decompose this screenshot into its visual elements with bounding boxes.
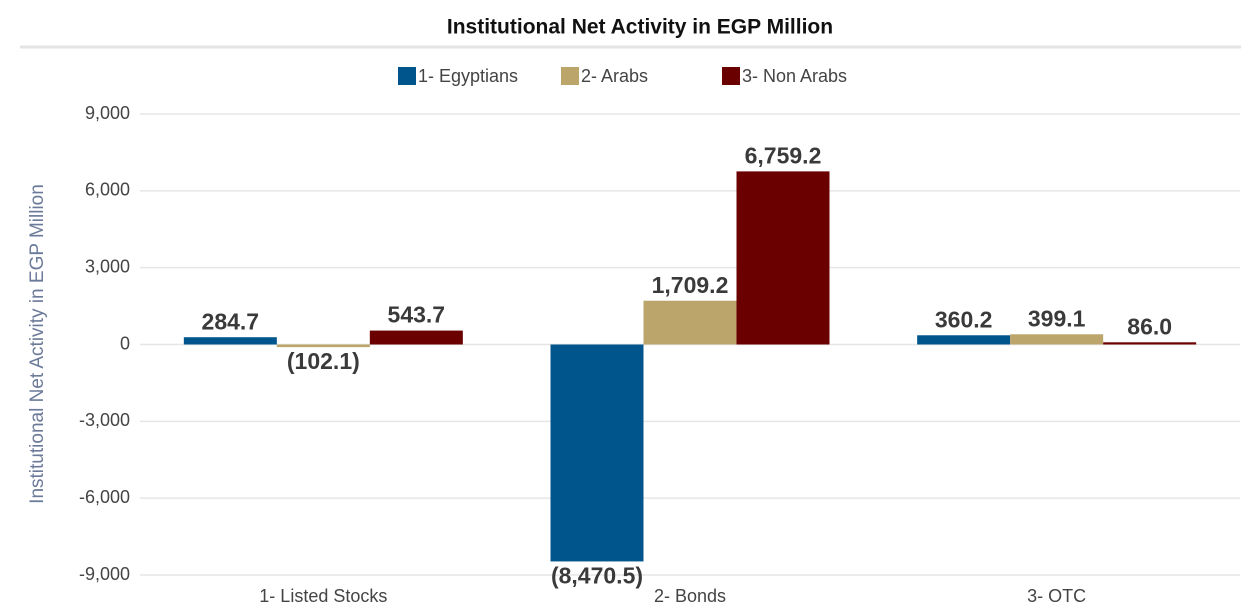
bar bbox=[1010, 334, 1104, 345]
data-label: 86.0 bbox=[1127, 313, 1172, 339]
data-label: 399.1 bbox=[1028, 305, 1086, 331]
x-tick-label: 1- Listed Stocks bbox=[259, 586, 387, 606]
y-tick-label: 3,000 bbox=[85, 256, 130, 276]
y-tick-label: 0 bbox=[120, 333, 130, 353]
data-label: 543.7 bbox=[388, 302, 446, 328]
legend-label: 1- Egyptians bbox=[418, 66, 518, 86]
data-label: 360.2 bbox=[935, 306, 993, 332]
y-tick-label: -6,000 bbox=[79, 487, 130, 507]
bar bbox=[183, 337, 277, 345]
legend-swatch bbox=[398, 67, 416, 85]
data-label: (8,470.5) bbox=[551, 563, 643, 589]
y-tick-label: -9,000 bbox=[79, 564, 130, 584]
y-axis-title: Institutional Net Activity in EGP Millio… bbox=[27, 184, 48, 504]
data-label: (102.1) bbox=[287, 348, 360, 374]
bar bbox=[550, 344, 644, 562]
legend-swatch bbox=[561, 67, 579, 85]
bar bbox=[1103, 342, 1197, 345]
bar bbox=[736, 171, 830, 345]
legend-label: 3- Non Arabs bbox=[742, 66, 847, 86]
y-tick-label: -3,000 bbox=[79, 410, 130, 430]
chart-title: Institutional Net Activity in EGP Millio… bbox=[447, 16, 833, 39]
x-tick-label: 2- Bonds bbox=[654, 586, 726, 606]
y-tick-label: 6,000 bbox=[85, 180, 130, 200]
data-label: 6,759.2 bbox=[745, 142, 822, 168]
legend-label: 2- Arabs bbox=[581, 66, 648, 86]
bar bbox=[917, 335, 1011, 345]
x-tick-label: 3- OTC bbox=[1027, 586, 1086, 606]
legend-swatch bbox=[722, 67, 740, 85]
bar bbox=[276, 344, 370, 348]
data-label: 284.7 bbox=[202, 308, 260, 334]
data-label: 1,709.2 bbox=[652, 272, 729, 298]
bar bbox=[369, 330, 463, 345]
y-tick-label: 9,000 bbox=[85, 103, 130, 123]
bar bbox=[643, 300, 737, 345]
